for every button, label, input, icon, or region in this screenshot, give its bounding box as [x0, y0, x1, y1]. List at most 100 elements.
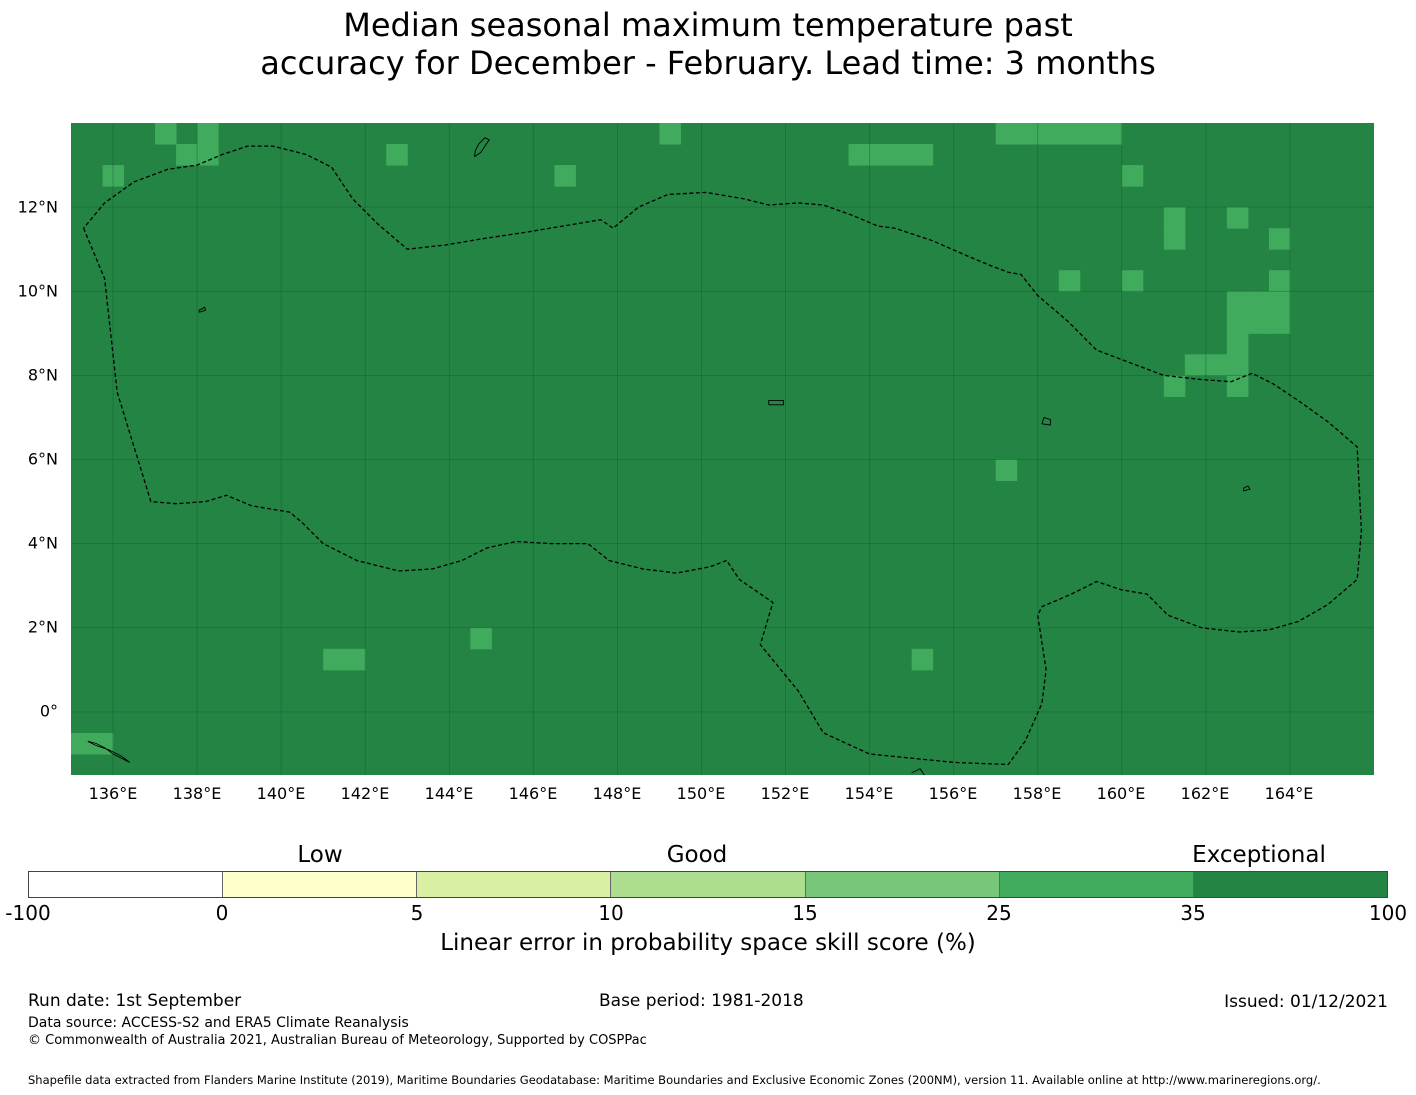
lon-tick-136: 136°E	[88, 784, 138, 803]
skill-cell	[1100, 123, 1123, 145]
lat-tick-8n: 8°N	[27, 365, 58, 385]
lon-tick-160: 160°E	[1096, 784, 1146, 803]
colorbar-segment-35-100	[1193, 872, 1387, 897]
skill-cell	[995, 123, 1018, 145]
skill-score-map	[71, 123, 1374, 775]
colorbar-tick: 100	[1368, 901, 1408, 925]
colorbar	[28, 871, 1388, 898]
skill-cell	[1163, 375, 1186, 397]
lat-tick-4n: 4°N	[27, 533, 58, 553]
base-period: Base period: 1981-2018	[599, 991, 804, 1011]
island-outline	[87, 740, 131, 763]
skill-cell	[1205, 354, 1228, 376]
lon-tick-144: 144°E	[424, 784, 474, 803]
skill-cell	[1121, 165, 1144, 187]
skill-cell	[1268, 291, 1291, 313]
skill-cell	[995, 459, 1018, 482]
lon-tick-158: 158°E	[1012, 784, 1062, 803]
skill-cell	[554, 165, 576, 187]
land-outlines	[87, 137, 1251, 775]
lat-tick-0: 0°	[39, 701, 58, 721]
skill-cell	[1247, 312, 1270, 334]
skill-cell	[386, 144, 408, 166]
skill-cell	[869, 144, 892, 166]
lat-tick-10n: 10°N	[17, 281, 58, 301]
lat-tick-2n: 2°N	[27, 617, 58, 637]
skill-cell	[470, 627, 492, 650]
island-outline	[1041, 416, 1051, 426]
colorbar-tick: 15	[792, 901, 818, 925]
colorbar-segment-15-25	[805, 872, 1000, 897]
lon-tick-146: 146°E	[508, 784, 558, 803]
skill-cell	[197, 123, 219, 145]
colorbar-tick: 35	[1180, 901, 1206, 925]
island-outline	[198, 306, 207, 313]
colorbar-title: Linear error in probability space skill …	[440, 930, 976, 956]
lon-tick-156: 156°E	[928, 784, 978, 803]
skill-cell	[1184, 354, 1207, 376]
skill-cell	[1226, 312, 1249, 334]
skill-cell	[1163, 207, 1186, 229]
graticule	[71, 123, 1374, 775]
colorbar-segment-25-35	[999, 872, 1194, 897]
skill-cell	[1268, 270, 1291, 292]
skill-cell	[1268, 312, 1291, 334]
island-outline	[768, 400, 784, 406]
shapefile-credit: Shapefile data extracted from Flanders M…	[28, 1073, 1321, 1087]
legend-label-good: Good	[666, 842, 728, 868]
colorbar-tick: 25	[986, 901, 1012, 925]
lon-tick-142: 142°E	[340, 784, 390, 803]
skill-cell	[344, 648, 366, 671]
legend-label-low: Low	[297, 842, 343, 868]
island-outline	[1243, 485, 1251, 492]
skill-cell	[1058, 270, 1081, 292]
lon-tick-164: 164°E	[1264, 784, 1314, 803]
lat-tick-12n: 12°N	[17, 197, 58, 217]
lon-tick-148: 148°E	[592, 784, 642, 803]
lon-tick-150: 150°E	[676, 784, 726, 803]
skill-cell	[71, 732, 93, 755]
skill-cell	[1121, 270, 1144, 292]
skill-cell	[911, 144, 934, 166]
colorbar-tick: 5	[410, 901, 424, 925]
colorbar-tick: 0	[215, 901, 229, 925]
skill-cell	[1079, 123, 1102, 145]
skill-cell	[1226, 291, 1249, 313]
skill-cell	[659, 123, 681, 145]
copyright-notice: © Commonwealth of Australia 2021, Austra…	[28, 1033, 647, 1048]
title-line-1: Median seasonal maximum temperature past	[343, 6, 1073, 44]
colorbar-tick: 10	[598, 901, 624, 925]
title-line-2: accuracy for December - February. Lead t…	[260, 44, 1156, 82]
skill-cell	[1226, 207, 1249, 229]
skill-cell	[1016, 123, 1039, 145]
skill-cell	[1247, 291, 1270, 313]
skill-cell	[197, 144, 219, 166]
map-title: Median seasonal maximum temperature past…	[0, 6, 1416, 82]
lat-tick-6n: 6°N	[27, 449, 58, 469]
colorbar-tick: -100	[5, 901, 51, 925]
skill-cells-layer	[71, 123, 1291, 755]
skill-cell	[1058, 123, 1081, 145]
skill-cell	[1226, 354, 1249, 376]
skill-cell	[1163, 228, 1186, 250]
colorbar-segment-5-10	[417, 872, 612, 897]
skill-cell	[848, 144, 871, 166]
data-source: Data source: ACCESS-S2 and ERA5 Climate …	[28, 1015, 409, 1031]
lon-tick-138: 138°E	[172, 784, 222, 803]
skill-cell	[1226, 333, 1249, 355]
colorbar-segment-10-15	[611, 872, 806, 897]
run-date: Run date: 1st September	[28, 991, 242, 1011]
map-background	[71, 123, 1374, 775]
lon-tick-140: 140°E	[256, 784, 306, 803]
skill-cell	[1037, 123, 1060, 145]
lon-tick-152: 152°E	[760, 784, 810, 803]
island-outline	[911, 768, 925, 775]
issued-date: Issued: 01/12/2021	[1224, 992, 1388, 1012]
skill-cell	[92, 732, 114, 755]
lon-tick-154: 154°E	[844, 784, 894, 803]
colorbar-segment-0-5	[223, 872, 418, 897]
skill-cell	[890, 144, 913, 166]
skill-cell	[176, 144, 198, 166]
skill-cell	[323, 648, 345, 671]
skill-cell	[911, 648, 934, 671]
